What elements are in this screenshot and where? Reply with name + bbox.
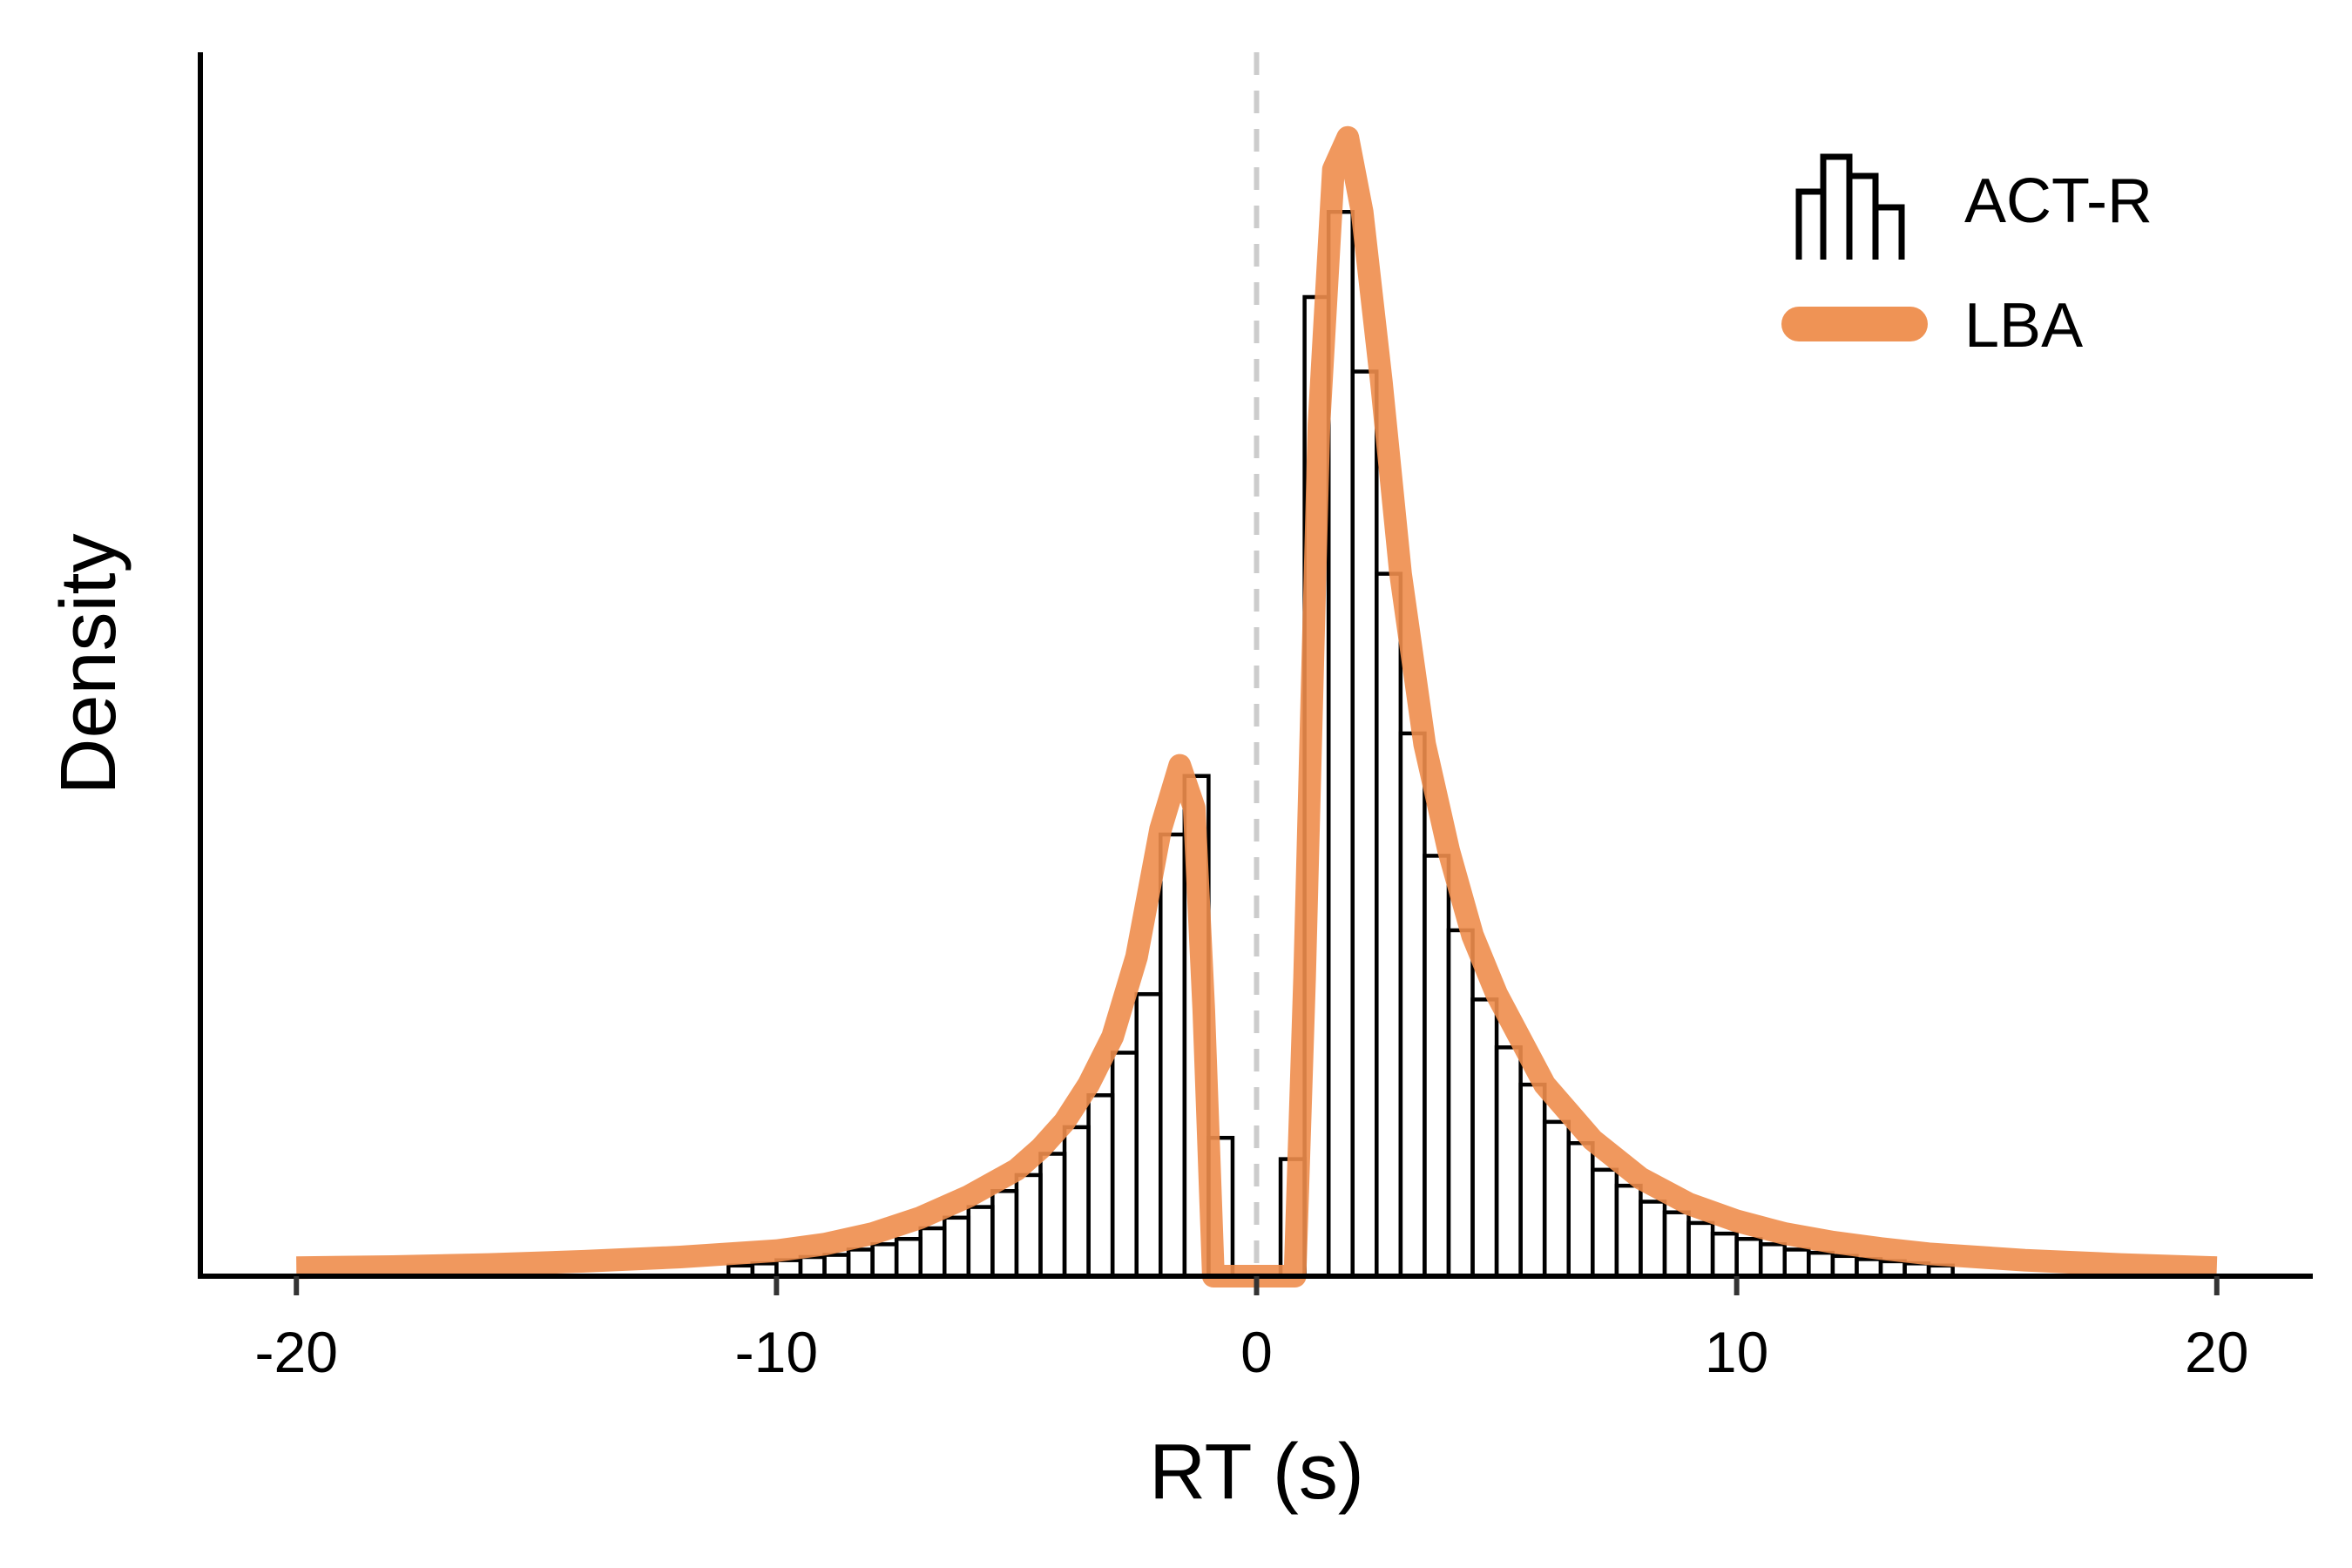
histogram-bar: [1110, 1051, 1139, 1279]
histogram-bar: [1038, 1152, 1067, 1279]
histogram-bar: [822, 1253, 851, 1279]
histogram-bar: [1375, 571, 1403, 1279]
x-tick-label: -10: [735, 1320, 818, 1384]
histogram-bar: [1566, 1141, 1595, 1279]
histogram-bar: [1159, 832, 1187, 1279]
histogram-bar: [1662, 1210, 1691, 1279]
histogram-bar: [1470, 997, 1499, 1279]
histogram-bar: [1446, 928, 1475, 1279]
histogram-bar: [1518, 1082, 1547, 1279]
histogram-bar: [1350, 369, 1379, 1279]
lba-density-line: [296, 125, 2218, 1288]
axes: -20 -10 0 10 20 RT (s) Density: [45, 52, 2313, 1516]
histogram-bar: [943, 1215, 971, 1279]
histogram-bar: [1542, 1119, 1571, 1279]
histogram-bar: [966, 1205, 995, 1279]
histogram-bar: [1398, 731, 1427, 1279]
x-tick-label: 20: [2185, 1320, 2248, 1384]
histogram-bar: [870, 1242, 899, 1279]
y-axis-title: Density: [45, 533, 132, 794]
legend-label-act-r: ACT-R: [1964, 166, 2153, 236]
histogram-bar: [1782, 1247, 1811, 1279]
x-axis-title: RT (s): [1149, 1429, 1364, 1516]
histogram-bar: [894, 1236, 923, 1279]
histogram-bar: [1014, 1173, 1043, 1279]
histogram-bar: [1614, 1183, 1643, 1279]
histogram-bar: [918, 1226, 947, 1279]
histogram-bar: [1494, 1045, 1523, 1279]
x-tick-label: 10: [1705, 1320, 1768, 1384]
legend-label-lba: LBA: [1964, 291, 2083, 361]
legend: ACT-R LBA: [1781, 153, 2153, 361]
legend-histogram-icon: [1795, 153, 1905, 260]
histogram-bar: [1591, 1167, 1619, 1279]
x-tick-label: -20: [255, 1320, 338, 1384]
plot-area: [296, 52, 2218, 1288]
histogram-bar: [1062, 1125, 1091, 1279]
histogram-bar: [1807, 1250, 1835, 1279]
histogram-bar: [1686, 1220, 1715, 1279]
histogram-bar: [990, 1189, 1019, 1279]
histogram-bar: [1086, 1093, 1115, 1279]
histogram-bar: [1639, 1200, 1667, 1279]
histogram-bar: [798, 1254, 827, 1279]
histogram-bar: [1423, 854, 1451, 1279]
histogram-bar: [1758, 1242, 1788, 1279]
x-tick-label: 0: [1240, 1320, 1273, 1384]
histogram-bar: [846, 1247, 875, 1279]
histogram-bar: [1710, 1231, 1739, 1279]
histogram-bar: [1830, 1254, 1859, 1279]
histogram-bar: [1134, 991, 1163, 1279]
histogram-bar: [1734, 1236, 1763, 1279]
